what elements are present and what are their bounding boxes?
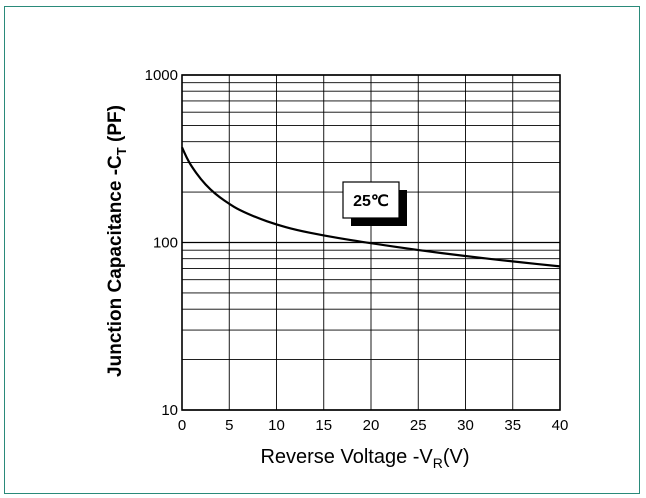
y-axis-label-sub: T	[114, 147, 129, 155]
x-axis-label-unit: (V)	[443, 446, 470, 468]
x-axis-label: Reverse Voltage -VR(V)	[260, 446, 469, 471]
annotation-label: 25℃	[353, 193, 389, 210]
x-tick-label: 15	[315, 417, 332, 434]
x-tick-label: 40	[552, 417, 569, 434]
annotation-box	[342, 181, 400, 219]
x-axis-label-sub: R	[433, 455, 443, 471]
x-axis-label-main: Reverse Voltage -V	[260, 446, 433, 468]
x-tick-label: 5	[225, 417, 233, 434]
curve-layer	[180, 146, 561, 268]
capacitance-curve	[180, 146, 561, 268]
y-tick-labels: 10 100 1000	[145, 67, 178, 419]
plot-border	[181, 74, 561, 411]
temperature-annotation: 25℃	[342, 181, 407, 226]
y-axis-label-unit: (PF)	[105, 105, 126, 147]
y-axis-label-main: Junction Capacitance -C	[105, 155, 126, 377]
x-tick-labels: 0 5 10 15 20 25 30 35 40	[178, 417, 569, 434]
x-tick-label: 25	[410, 417, 427, 434]
x-tick-label: 10	[268, 417, 285, 434]
y-tick-label: 1000	[145, 67, 178, 84]
y-tick-label: 100	[153, 235, 178, 252]
x-tick-label: 35	[504, 417, 521, 434]
x-tick-label: 20	[363, 417, 380, 434]
y-axis-label: Junction Capacitance -CT (PF)	[105, 105, 129, 377]
x-tick-label: 30	[457, 417, 474, 434]
y-tick-label: 10	[161, 402, 178, 419]
x-tick-label: 0	[178, 417, 186, 434]
